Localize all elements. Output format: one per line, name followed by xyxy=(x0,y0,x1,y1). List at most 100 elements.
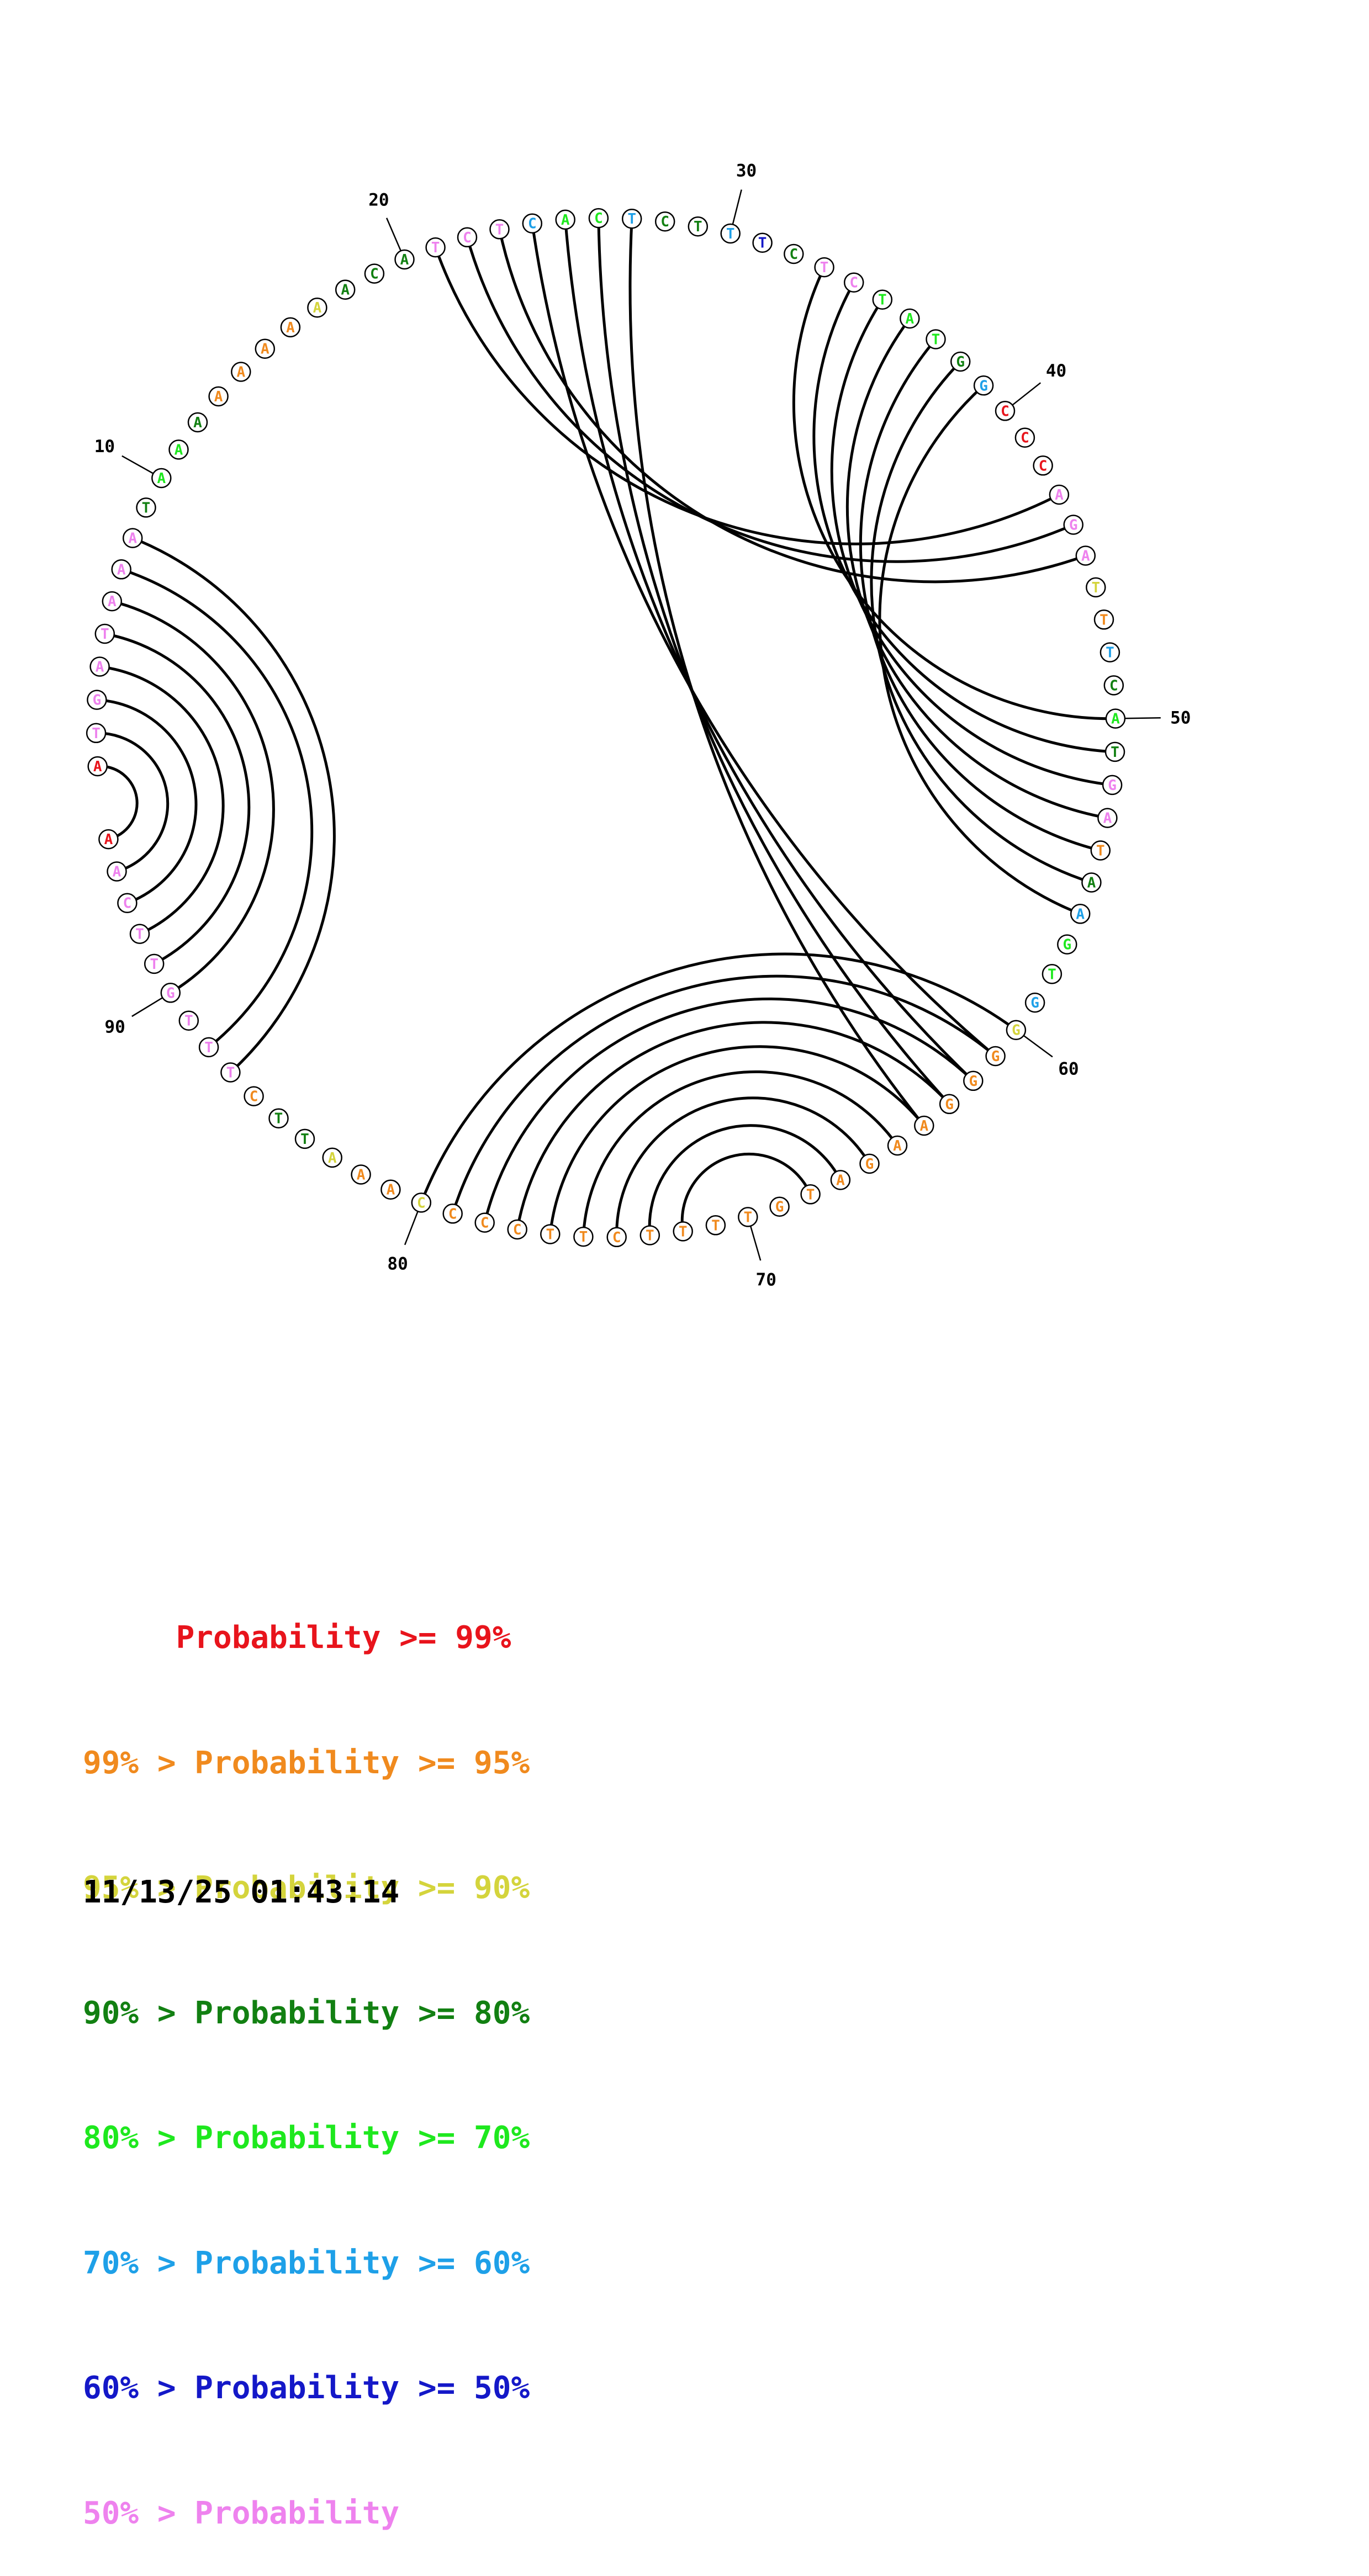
nucleotide-87: T xyxy=(220,1062,241,1083)
nucleotide-letter: C xyxy=(612,1229,621,1246)
nucleotide-circle xyxy=(1024,992,1045,1013)
nucleotide-circle xyxy=(268,1108,289,1128)
nucleotide-letter: A xyxy=(214,389,223,405)
nucleotide-letter: T xyxy=(806,1186,815,1203)
nucleotide-22: C xyxy=(457,227,478,248)
nucleotide-letter: T xyxy=(646,1228,654,1244)
nucleotide-circle xyxy=(1100,642,1120,662)
nucleotide-letter: G xyxy=(1108,777,1117,794)
nucleotide-71: T xyxy=(705,1215,726,1236)
nucleotide-8: A xyxy=(122,528,143,548)
nucleotide-letter: T xyxy=(150,956,158,973)
nucleotide-circle xyxy=(129,924,150,944)
nucleotide-83: A xyxy=(322,1147,342,1168)
nucleotide-letter: A xyxy=(357,1167,366,1184)
nucleotide-circle xyxy=(540,1224,561,1244)
nucleotide-circle xyxy=(117,893,138,913)
nucleotide-circle xyxy=(1103,675,1124,696)
nucleotide-circle xyxy=(1075,545,1096,566)
nucleotide-63: G xyxy=(939,1094,960,1115)
nucleotide-48: T xyxy=(1100,642,1120,662)
nucleotide-letter: G xyxy=(93,692,102,709)
legend-row-95-99: 99% > Probability >= 95% xyxy=(83,1745,530,1781)
nucleotide-74: C xyxy=(606,1227,627,1248)
nucleotide-circle xyxy=(1070,904,1091,924)
nucleotide-41: C xyxy=(1014,427,1035,448)
legend-row-80-90: 90% > Probability >= 80% xyxy=(83,1995,530,2031)
pair-arc-21-43 xyxy=(434,247,1060,545)
pair-arc-60-80 xyxy=(420,952,1017,1204)
nucleotide-circle xyxy=(507,1219,527,1240)
nucleotide-letter: A xyxy=(387,1182,395,1199)
nucleotide-circle xyxy=(294,1128,315,1149)
nucleotide-letter: A xyxy=(1111,711,1120,728)
nucleotide-circle xyxy=(98,829,119,850)
nucleotide-circle xyxy=(639,1225,660,1245)
nucleotide-34: C xyxy=(843,272,864,293)
nucleotide-letter: A xyxy=(193,415,202,431)
nucleotide-69: G xyxy=(769,1196,790,1217)
nucleotide-67: A xyxy=(830,1170,851,1190)
nucleotide-letter: C xyxy=(1001,403,1009,420)
nucleotide-62: G xyxy=(963,1070,984,1091)
tick-label-70: 70 xyxy=(756,1270,776,1290)
pair-arc-64-76 xyxy=(548,1045,926,1234)
nucleotide-19: C xyxy=(364,263,385,284)
legend-row-ge99: Probability >= 99% xyxy=(83,1620,511,1656)
nucleotide-circle xyxy=(151,468,172,489)
nucleotide-letter: A xyxy=(919,1118,928,1135)
nucleotide-circle xyxy=(474,1212,495,1233)
nucleotide-letter: T xyxy=(300,1131,309,1148)
nucleotide-31: T xyxy=(752,232,773,253)
nucleotide-12: A xyxy=(187,412,208,433)
nucleotide-14: A xyxy=(231,362,251,382)
nucleotide-letter: T xyxy=(1106,645,1114,661)
nucleotide-circle xyxy=(654,211,675,232)
nucleotide-circle xyxy=(160,983,181,1003)
nucleotide-77: C xyxy=(507,1219,527,1240)
nucleotide-circle xyxy=(995,401,1016,421)
nucleotide-circle xyxy=(1063,515,1083,535)
pair-arc-2-94 xyxy=(96,732,170,873)
tick-label-10: 10 xyxy=(94,437,115,457)
nucleotide-circle xyxy=(280,317,301,338)
nucleotide-letter: A xyxy=(400,252,409,268)
pair-arc-22-44 xyxy=(466,237,1074,563)
base-pair-arcs xyxy=(96,218,1116,1237)
pair-arc-37-54 xyxy=(859,338,1101,852)
nucleotide-84: T xyxy=(294,1128,315,1149)
nucleotide-44: G xyxy=(1063,515,1083,535)
nucleotide-letter: T xyxy=(627,211,636,227)
nucleotide-15: A xyxy=(255,338,276,359)
pair-arc-66-74 xyxy=(615,1096,871,1237)
legend-row-60-70: 70% > Probability >= 60% xyxy=(83,2245,530,2281)
nucleotide-letter: C xyxy=(123,895,132,912)
nucleotide-circle xyxy=(588,208,609,229)
nucleotide-42: C xyxy=(1033,455,1053,476)
nucleotide-18: A xyxy=(335,279,356,300)
nucleotide-circle xyxy=(843,272,864,293)
legend-row-lt50: 50% > Probability xyxy=(83,2495,400,2531)
nucleotide-43: A xyxy=(1049,484,1070,505)
nucleotide-circle xyxy=(1081,872,1102,893)
nucleotide-letter: T xyxy=(1048,966,1056,983)
nucleotide-37: T xyxy=(926,329,946,349)
nucleotide-letter: G xyxy=(1069,517,1078,534)
nucleotide-letter: T xyxy=(274,1111,283,1127)
nucleotide-circle xyxy=(89,656,110,677)
legend-row-70-80: 80% > Probability >= 70% xyxy=(83,2120,530,2156)
nucleotide-letter: T xyxy=(932,332,940,348)
nucleotide-82: A xyxy=(351,1164,371,1185)
nucleotide-33: T xyxy=(814,257,834,278)
nucleotide-circle xyxy=(198,1037,219,1058)
tick-line-60 xyxy=(1023,1035,1053,1058)
nucleotide-letter: G xyxy=(945,1096,954,1113)
probability-legend: Probability >= 99% 99% > Probability >= … xyxy=(83,1534,530,2576)
nucleotide-letter: G xyxy=(1063,937,1071,953)
nucleotide-circle xyxy=(738,1207,758,1227)
nucleotide-letter: A xyxy=(108,593,117,610)
nucleotide-circle xyxy=(364,263,385,284)
nucleotide-letter: C xyxy=(1039,458,1048,474)
nucleotide-49: C xyxy=(1103,675,1124,696)
nucleotide-circle xyxy=(307,297,327,318)
